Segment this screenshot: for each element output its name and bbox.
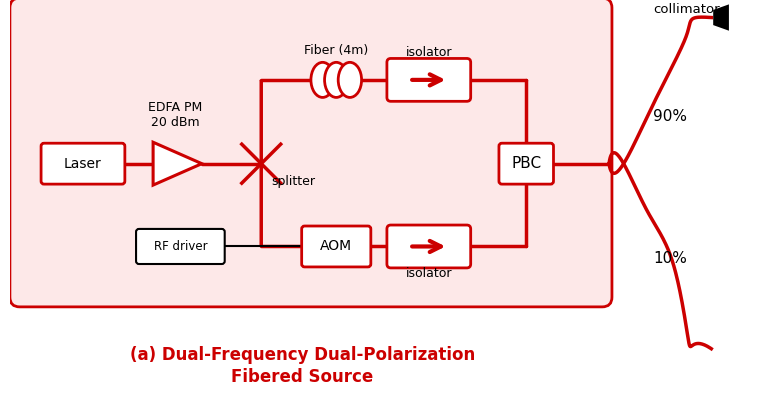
FancyBboxPatch shape xyxy=(136,229,225,264)
Text: Laser: Laser xyxy=(64,157,102,171)
Text: Fiber (4m): Fiber (4m) xyxy=(304,44,368,57)
Ellipse shape xyxy=(324,62,348,97)
FancyBboxPatch shape xyxy=(499,143,554,184)
Polygon shape xyxy=(153,142,202,185)
FancyBboxPatch shape xyxy=(10,0,612,307)
Ellipse shape xyxy=(311,62,334,97)
FancyBboxPatch shape xyxy=(387,58,471,101)
Polygon shape xyxy=(714,6,728,29)
Text: splitter: splitter xyxy=(271,175,315,188)
FancyBboxPatch shape xyxy=(301,226,370,267)
FancyBboxPatch shape xyxy=(387,225,471,268)
Text: isolator: isolator xyxy=(406,46,452,59)
Text: isolator: isolator xyxy=(406,267,452,280)
Text: AOM: AOM xyxy=(320,240,352,253)
Text: collimator: collimator xyxy=(653,3,719,16)
Text: 10%: 10% xyxy=(653,251,686,266)
Text: PBC: PBC xyxy=(511,156,542,171)
Text: RF driver: RF driver xyxy=(153,240,207,253)
Ellipse shape xyxy=(338,62,361,97)
Text: 90%: 90% xyxy=(653,110,687,125)
FancyBboxPatch shape xyxy=(41,143,125,184)
Text: (a) Dual-Frequency Dual-Polarization
Fibered Source: (a) Dual-Frequency Dual-Polarization Fib… xyxy=(130,346,475,386)
Text: EDFA PM
20 dBm: EDFA PM 20 dBm xyxy=(148,101,202,129)
